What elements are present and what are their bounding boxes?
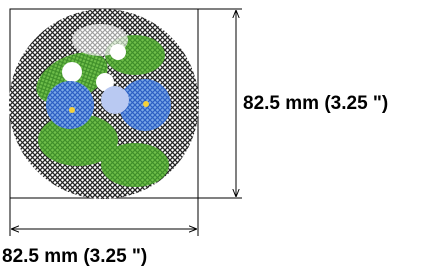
embroidery (9, 9, 199, 199)
page: {"dimensions": {"height_label": "82.5 mm… (0, 0, 436, 269)
height-label: 82.5 mm (3.25 ") (243, 93, 388, 115)
design-drawing (0, 0, 436, 269)
width-label: 82.5 mm (3.25 ") (2, 246, 147, 268)
